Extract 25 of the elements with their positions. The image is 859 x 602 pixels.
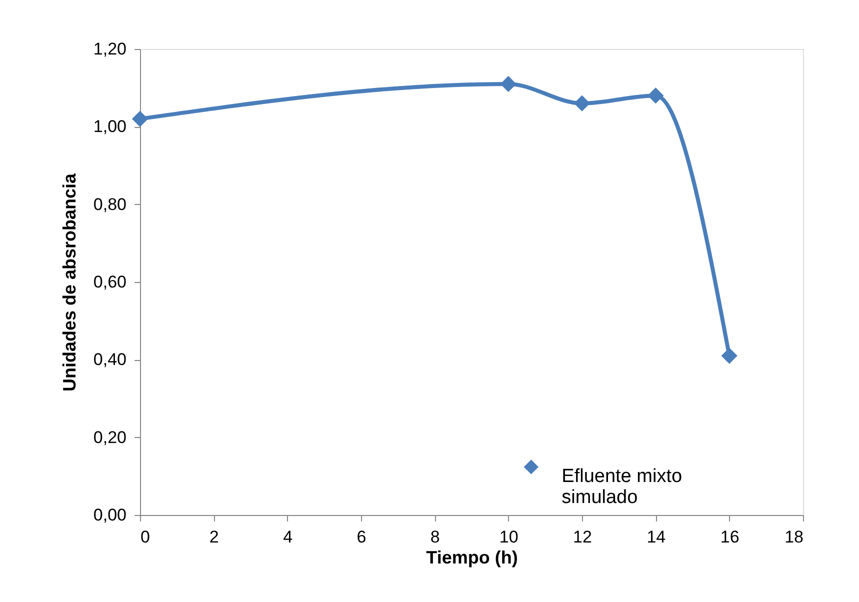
point (500, 76, 516, 92)
x-tick-label: 12 (573, 528, 592, 546)
point (574, 95, 590, 112)
y-axis-title: Unidades de absrobancia (59, 172, 80, 392)
x-tick-label: 0 (140, 528, 150, 546)
y-tick-label: 1,20 (93, 40, 126, 58)
y-tick-label: 0,80 (93, 194, 126, 214)
x-tick-label: 10 (499, 528, 518, 546)
x-axis-title: Tiempo (h) (426, 548, 518, 568)
x-tick-label: 4 (283, 528, 293, 546)
y-tick-label: 0,00 (93, 506, 126, 524)
legend-label: Efluente mixto simulado (562, 466, 682, 508)
y-tick-label: 0,40 (93, 350, 126, 370)
point (648, 88, 664, 104)
x-tick-label: 14 (646, 528, 666, 546)
point (721, 348, 738, 364)
x-tick-label: 8 (430, 528, 440, 546)
x-tick-label: 16 (720, 528, 740, 546)
y-tick-label: 0,60 (93, 272, 126, 292)
y-tick-label: 1,00 (93, 117, 126, 136)
y-tick-label: 0,20 (93, 428, 126, 447)
x-tick-label: 2 (209, 528, 219, 546)
x-tick-label: 6 (356, 528, 366, 546)
point (132, 110, 148, 127)
x-tick-label: 18 (784, 528, 804, 546)
